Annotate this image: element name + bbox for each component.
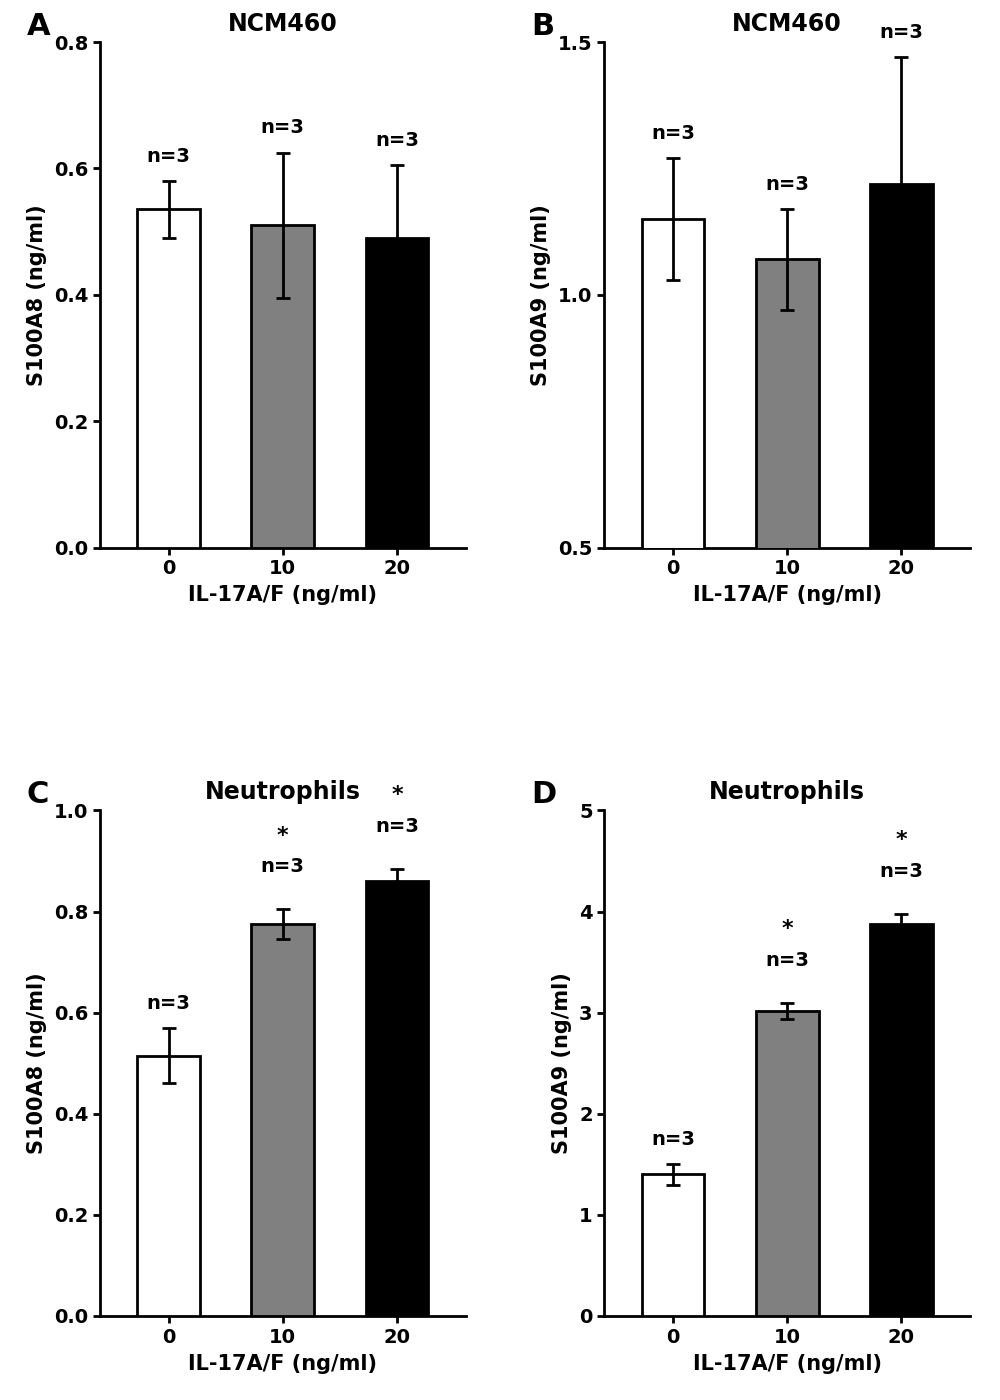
X-axis label: IL-17A/F (ng/ml): IL-17A/F (ng/ml) bbox=[693, 585, 882, 605]
Title: NCM460: NCM460 bbox=[228, 11, 338, 36]
Text: *: * bbox=[781, 920, 793, 939]
X-axis label: IL-17A/F (ng/ml): IL-17A/F (ng/ml) bbox=[693, 1354, 882, 1373]
Text: n=3: n=3 bbox=[375, 816, 419, 836]
Text: n=3: n=3 bbox=[765, 951, 809, 970]
Y-axis label: S100A8 (ng/ml): S100A8 (ng/ml) bbox=[27, 204, 47, 385]
X-axis label: IL-17A/F (ng/ml): IL-17A/F (ng/ml) bbox=[188, 585, 377, 605]
Text: *: * bbox=[896, 830, 907, 850]
Text: n=3: n=3 bbox=[651, 1130, 695, 1149]
Bar bbox=[756, 259, 819, 801]
Text: n=3: n=3 bbox=[261, 857, 305, 876]
Text: n=3: n=3 bbox=[880, 862, 923, 881]
Text: C: C bbox=[27, 780, 49, 809]
Bar bbox=[870, 924, 933, 1316]
Text: n=3: n=3 bbox=[880, 22, 923, 42]
Bar bbox=[642, 218, 704, 801]
Bar bbox=[137, 210, 200, 547]
Text: D: D bbox=[531, 780, 557, 809]
Text: n=3: n=3 bbox=[651, 125, 695, 143]
Text: A: A bbox=[27, 11, 51, 41]
Y-axis label: S100A9 (ng/ml): S100A9 (ng/ml) bbox=[552, 973, 572, 1154]
Title: Neutrophils: Neutrophils bbox=[709, 780, 865, 805]
Title: NCM460: NCM460 bbox=[732, 11, 842, 36]
Y-axis label: S100A9 (ng/ml): S100A9 (ng/ml) bbox=[531, 204, 551, 385]
Text: n=3: n=3 bbox=[147, 147, 190, 165]
Text: *: * bbox=[277, 826, 289, 846]
Bar bbox=[642, 1175, 704, 1316]
Text: *: * bbox=[391, 785, 403, 805]
X-axis label: IL-17A/F (ng/ml): IL-17A/F (ng/ml) bbox=[188, 1354, 377, 1373]
Text: n=3: n=3 bbox=[765, 175, 809, 193]
Bar bbox=[366, 881, 428, 1316]
Bar bbox=[870, 183, 933, 801]
Bar bbox=[137, 1056, 200, 1316]
Y-axis label: S100A8 (ng/ml): S100A8 (ng/ml) bbox=[27, 973, 47, 1154]
Text: n=3: n=3 bbox=[375, 132, 419, 150]
Text: n=3: n=3 bbox=[147, 994, 190, 1012]
Bar bbox=[251, 225, 314, 547]
Bar bbox=[756, 1011, 819, 1316]
Bar bbox=[366, 238, 428, 547]
Bar bbox=[251, 924, 314, 1316]
Text: n=3: n=3 bbox=[261, 119, 305, 137]
Title: Neutrophils: Neutrophils bbox=[205, 780, 361, 805]
Text: B: B bbox=[531, 11, 554, 41]
